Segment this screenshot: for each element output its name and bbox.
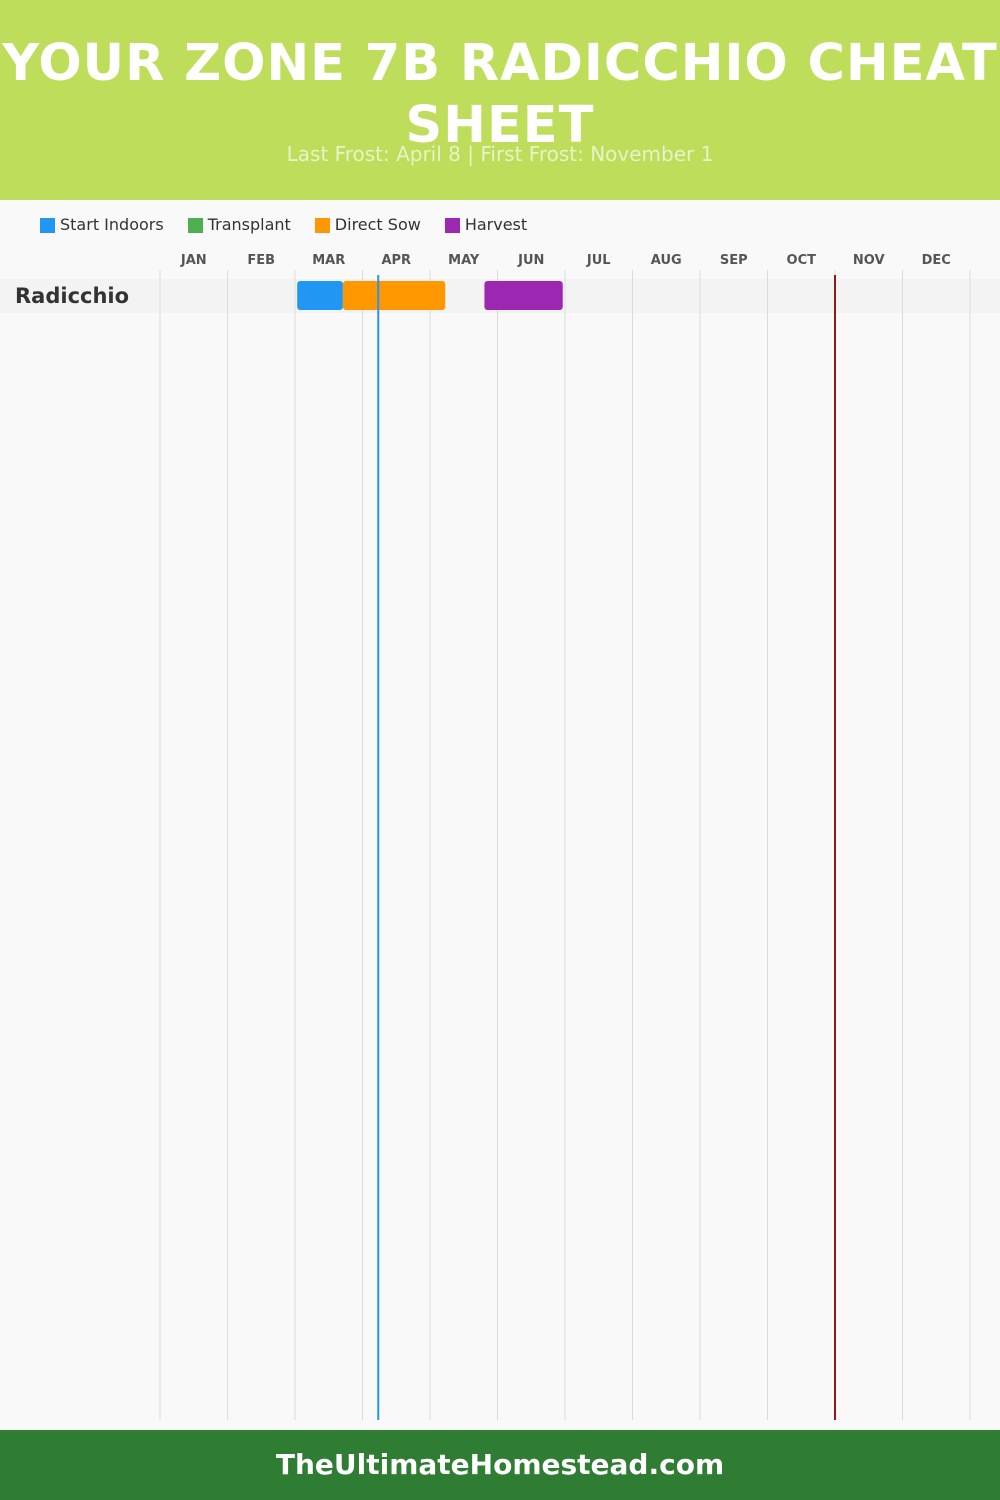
month-label: JAN [180,253,207,268]
legend-item: Direct Sow [314,214,421,236]
legend-item: Start Indoors [40,214,164,236]
crop-label: Radicchio [15,284,129,308]
month-label: MAY [448,253,480,268]
legend-label: Harvest [464,215,528,234]
month-label: JUL [586,253,611,268]
chart-legend: Start Indoors Transplant Direct Sow Harvest [40,214,551,236]
legend-swatch [444,217,460,233]
legend-label: Start Indoors [60,215,164,234]
bar-start-indoors [297,281,343,310]
legend-item: Transplant [187,214,291,236]
month-label: NOV [853,253,885,268]
month-label: AUG [651,253,682,268]
bar-direct-sow [342,281,446,310]
legend-swatch [187,217,203,233]
legend-swatch [40,217,55,233]
footer-banner: TheUltimateHomestead.com [0,1430,1000,1500]
month-label: JUN [517,253,544,268]
month-label: FEB [247,253,275,268]
legend-label: Transplant [207,215,291,234]
legend-item: Harvest [444,214,528,236]
month-label: SEP [720,253,748,268]
month-label: DEC [922,253,951,268]
month-label: OCT [787,253,817,268]
footer-site-name: TheUltimateHomestead.com [275,1448,725,1481]
bar-harvest [484,281,563,310]
frost-dates-subtitle: Last Frost: April 8 | First Frost: Novem… [286,142,714,166]
legend-label: Direct Sow [334,215,421,234]
legend-swatch [314,217,330,233]
month-label: APR [381,253,411,268]
header-banner: YOUR ZONE 7B RADICCHIO CHEAT SHEET Last … [0,0,1000,200]
month-label: MAR [312,253,345,268]
page-title: YOUR ZONE 7B RADICCHIO CHEAT SHEET [2,34,998,155]
